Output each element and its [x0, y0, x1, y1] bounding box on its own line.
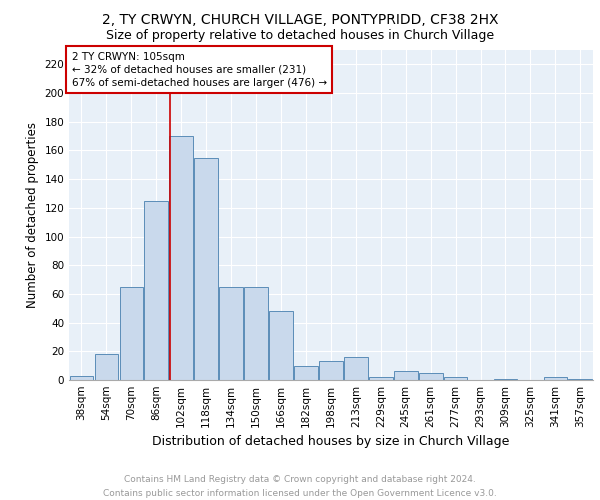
X-axis label: Distribution of detached houses by size in Church Village: Distribution of detached houses by size …	[152, 436, 509, 448]
Text: 2, TY CRWYN, CHURCH VILLAGE, PONTYPRIDD, CF38 2HX: 2, TY CRWYN, CHURCH VILLAGE, PONTYPRIDD,…	[102, 12, 498, 26]
Bar	[444, 377, 467, 380]
Bar	[119, 286, 143, 380]
Bar	[319, 362, 343, 380]
Bar	[294, 366, 318, 380]
Bar	[169, 136, 193, 380]
Bar	[494, 378, 517, 380]
Bar	[194, 158, 218, 380]
Bar	[269, 311, 293, 380]
Bar	[394, 372, 418, 380]
Bar	[344, 357, 368, 380]
Bar	[95, 354, 118, 380]
Bar	[145, 200, 168, 380]
Bar	[70, 376, 94, 380]
Bar	[544, 377, 567, 380]
Y-axis label: Number of detached properties: Number of detached properties	[26, 122, 39, 308]
Bar	[369, 377, 392, 380]
Bar	[219, 286, 243, 380]
Bar	[244, 286, 268, 380]
Bar	[419, 373, 443, 380]
Text: Contains HM Land Registry data © Crown copyright and database right 2024.
Contai: Contains HM Land Registry data © Crown c…	[103, 476, 497, 498]
Text: 2 TY CRWYN: 105sqm
← 32% of detached houses are smaller (231)
67% of semi-detach: 2 TY CRWYN: 105sqm ← 32% of detached hou…	[71, 52, 327, 88]
Text: Size of property relative to detached houses in Church Village: Size of property relative to detached ho…	[106, 29, 494, 42]
Bar	[568, 378, 592, 380]
